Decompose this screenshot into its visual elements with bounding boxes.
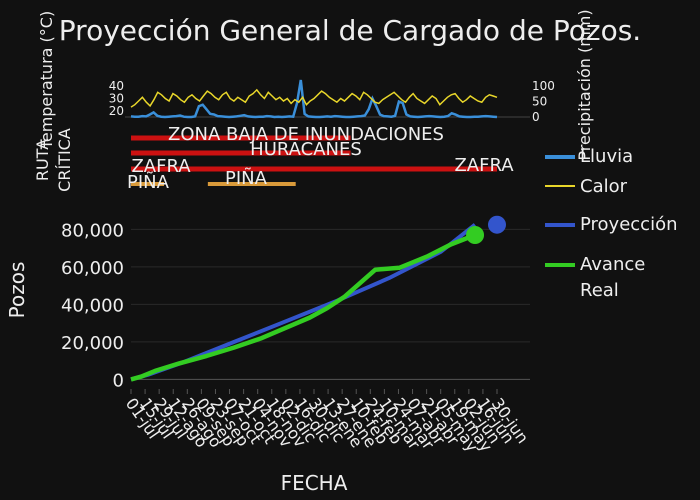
legend-item[interactable]: Avance Real [545, 251, 695, 301]
critical-path-bar-label: PIÑA [127, 171, 170, 193]
critical-path-axis-label-line: CRÍTICA [55, 128, 74, 192]
critical-path-bar [131, 150, 351, 156]
y-tick-label: 60,000 [61, 258, 124, 279]
critical-path-bar-label: ZAFRA [131, 156, 191, 177]
actual-progress-end-marker [466, 226, 485, 244]
legend-swatch [545, 185, 575, 187]
x-axis-label: FECHA [281, 471, 348, 495]
critical-path-bar-label: ZAFRA [454, 155, 514, 176]
actual-progress-line [130, 232, 476, 382]
critical-path-panel: RUTA CRÍTICA ZONA BAJA DE INUNDACIONESHURA… [33, 124, 514, 193]
critical-path-bar-label: ZONA BAJA DE INUNDACIONES [168, 124, 444, 145]
critical-path-bar-label: HURACANES [250, 139, 362, 160]
y-tick-label: 20,000 [61, 333, 124, 354]
legend-label: Calor [580, 176, 628, 197]
legend-swatch [545, 263, 575, 267]
critical-path-bar [131, 166, 497, 172]
critical-path-bar [131, 182, 164, 186]
legend-item[interactable]: Proyección [545, 211, 695, 241]
critical-path-bar [207, 182, 296, 186]
precipitation-axis-label: Precipitación (mm) [575, 9, 594, 160]
chart-title: Proyección General de Cargado de Pozos. [59, 14, 641, 47]
precipitation-tick-label: 0 [532, 110, 540, 124]
y-tick-label: 0 [113, 370, 124, 391]
temperature-axis-label: Temperatura (°C) [37, 11, 56, 150]
legend-label: Avance Real [580, 254, 646, 301]
y-tick-label: 40,000 [61, 295, 124, 316]
legend-item[interactable]: Calor [545, 173, 695, 203]
wells-panel: 020,00040,00060,00080,000Pozos01-jul15-j… [5, 215, 532, 455]
temperature-tick-label: 40 [109, 79, 124, 93]
legend-label: Lluvia [580, 146, 634, 167]
rain-series-line [130, 79, 498, 119]
temperature-tick-label: 30 [109, 92, 124, 106]
heat-series-line [130, 88, 498, 108]
critical-path-bar-label: PIÑA [225, 167, 268, 189]
precipitation-tick-label: 100 [532, 79, 555, 93]
projection-end-marker [488, 215, 506, 234]
critical-path-axis-label-line: RUTA [33, 139, 52, 181]
y-axis-label: Pozos [5, 262, 29, 319]
critical-path-axis-label: RUTA CRÍTICA [33, 128, 74, 192]
y-tick-label: 80,000 [61, 220, 124, 241]
legend-label: Proyección [580, 214, 678, 235]
temperature-tick-label: 20 [109, 104, 124, 118]
projection-line [130, 223, 477, 382]
legend-swatch [545, 155, 575, 159]
precipitation-tick-label: 50 [532, 95, 547, 109]
legend-swatch [545, 223, 575, 227]
legend-item[interactable]: Lluvia [545, 143, 695, 173]
critical-path-bar [131, 135, 351, 141]
